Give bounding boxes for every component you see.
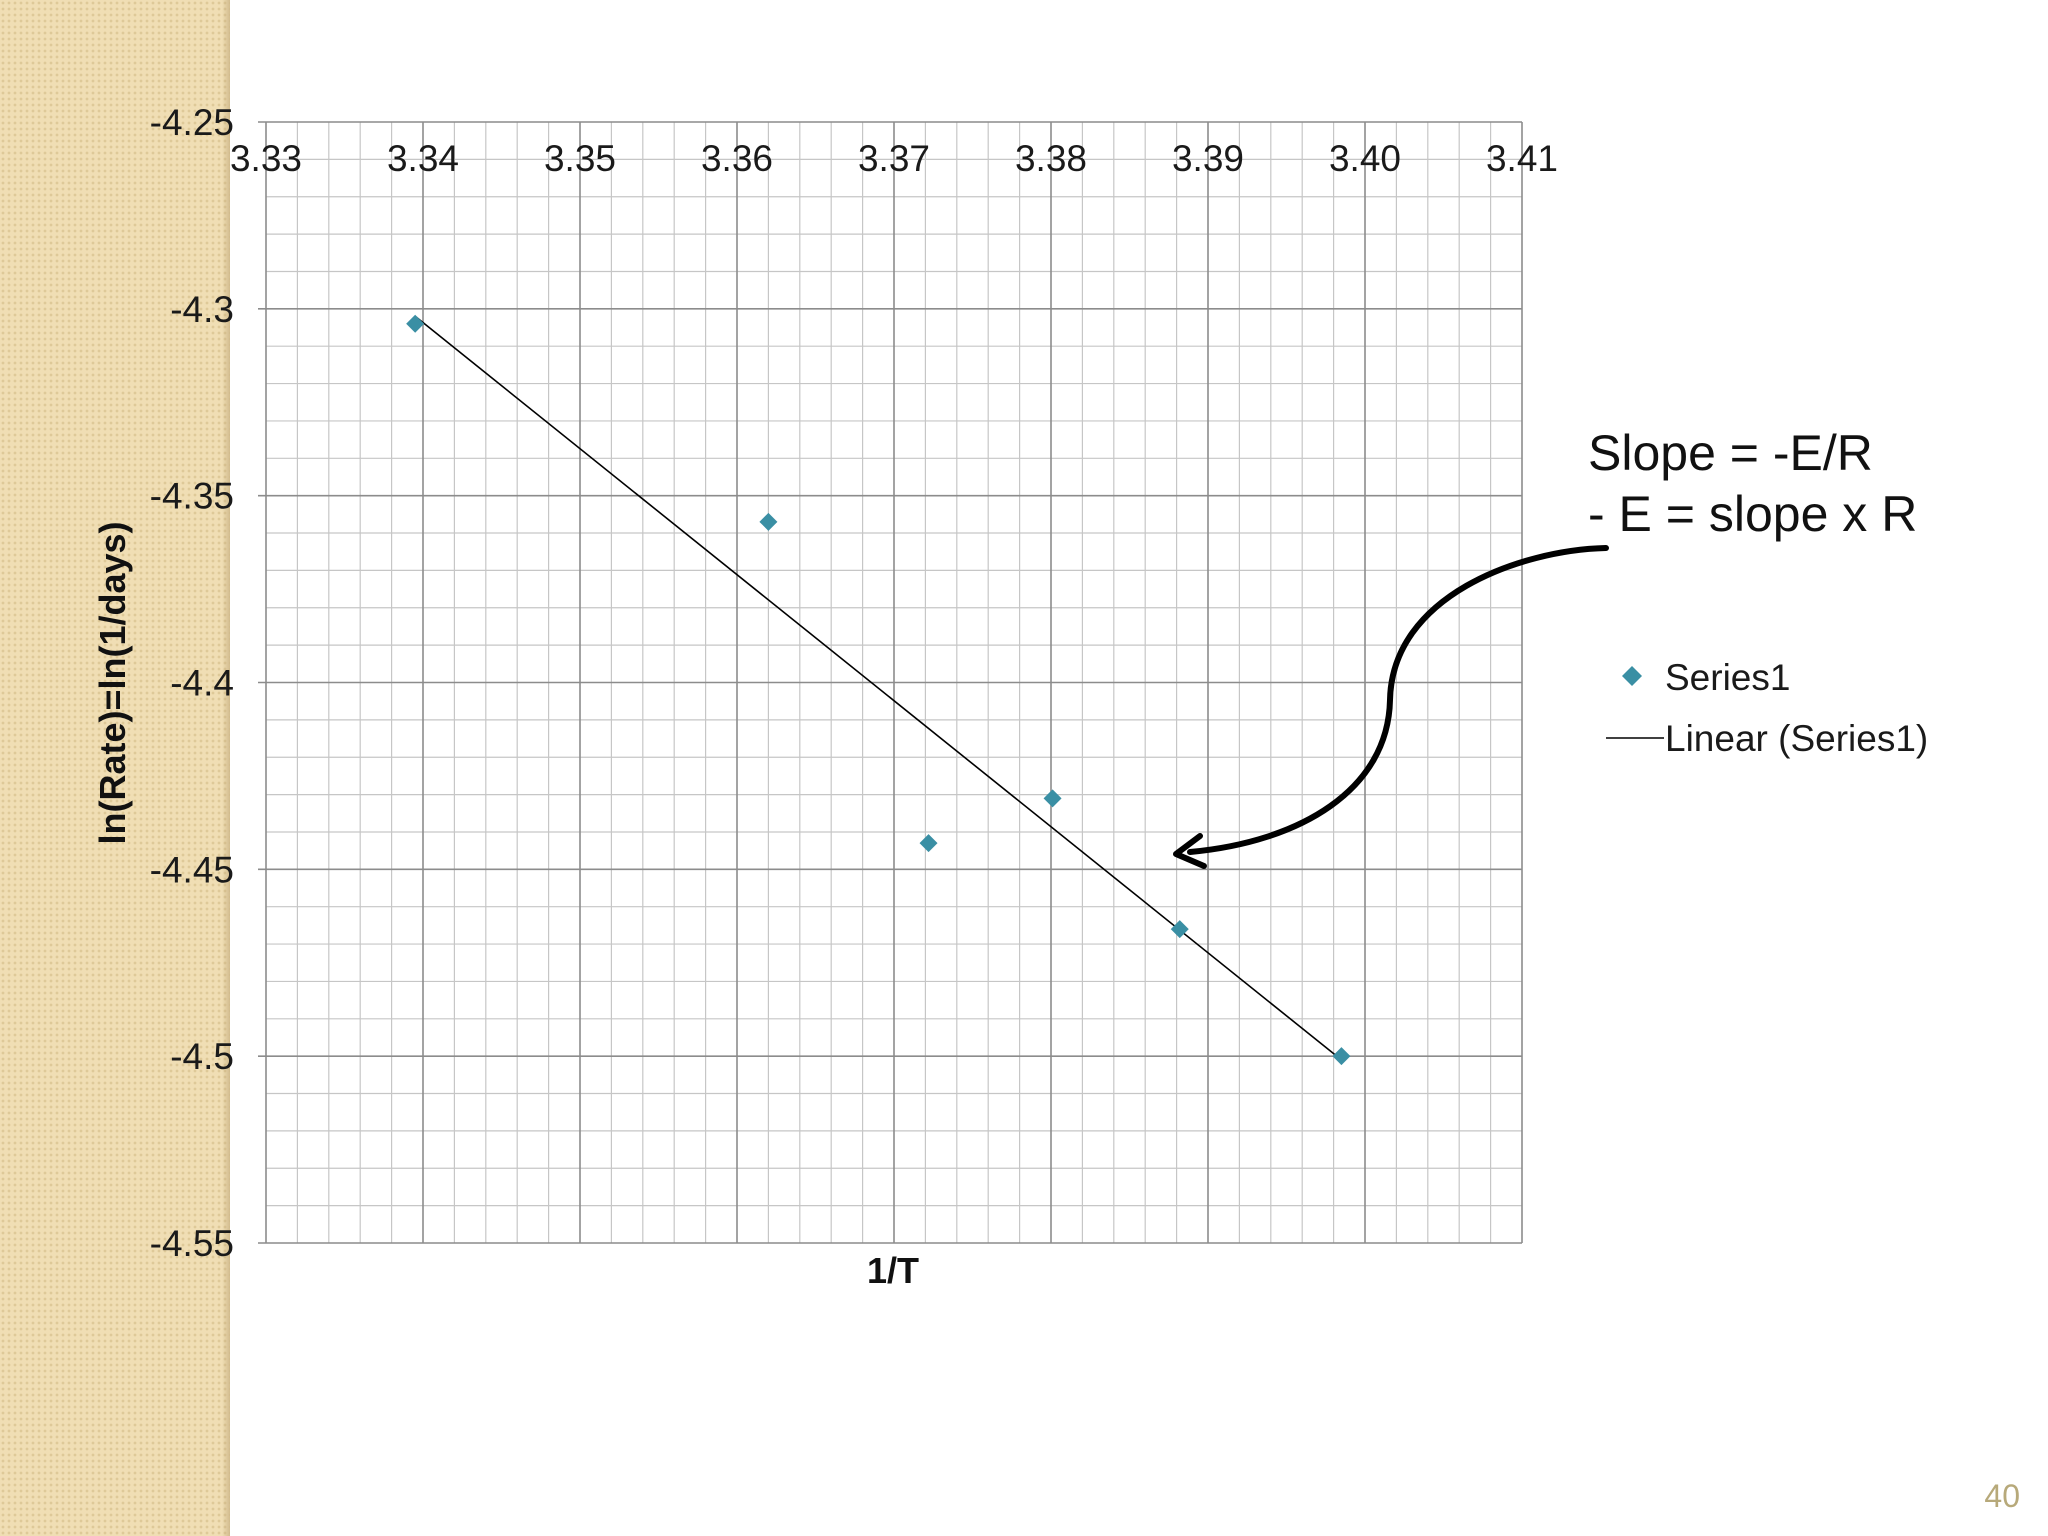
legend-label-series1: Series1	[1665, 657, 1790, 698]
data-point	[1332, 1047, 1351, 1066]
data-point	[919, 834, 938, 853]
data-point	[759, 512, 778, 531]
x-tick-label: 3.39	[1172, 138, 1244, 179]
x-tick-label: 3.35	[544, 138, 616, 179]
x-tick-label: 3.41	[1486, 138, 1558, 179]
y-tick-labels: -4.25 -4.3 -4.35 -4.4 -4.45 -4.5 -4.55	[150, 102, 234, 1264]
x-tick-label: 3.37	[858, 138, 930, 179]
y-tick-label: -4.55	[150, 1223, 234, 1264]
side-band-shadow	[222, 0, 230, 1536]
x-tick-label: 3.40	[1329, 138, 1401, 179]
decorative-side-band	[0, 0, 230, 1536]
slope-annotation: Slope = -E/R - E = slope x R	[1173, 425, 1917, 869]
y-tick-label: -4.45	[150, 849, 234, 890]
data-point	[1043, 789, 1062, 808]
legend-marker-series1	[1622, 666, 1642, 686]
linear-trendline	[414, 315, 1342, 1061]
y-tick-label: -4.25	[150, 102, 234, 143]
x-tick-label: 3.38	[1015, 138, 1087, 179]
x-tick-labels: 3.33 3.34 3.35 3.36 3.37 3.38 3.39 3.40 3.41	[230, 138, 1558, 179]
x-tick-label: 3.36	[701, 138, 773, 179]
data-point	[406, 314, 425, 333]
annotation-line-2: - E = slope x R	[1588, 486, 1917, 542]
major-gridlines	[258, 121, 1523, 1244]
arrowhead-icon	[1173, 833, 1207, 869]
y-tick-label: -4.5	[170, 1036, 234, 1077]
legend: Series1 Linear (Series1)	[1606, 657, 1928, 759]
curved-arrow-icon	[1187, 545, 1609, 855]
x-axis-title: 1/T	[867, 1250, 919, 1291]
y-tick-label: -4.4	[170, 663, 234, 704]
annotation-line-1: Slope = -E/R	[1588, 425, 1873, 481]
data-point	[1170, 920, 1189, 939]
y-tick-label: -4.3	[170, 289, 234, 330]
y-axis-title: ln(Rate)=ln(1/days)	[92, 521, 133, 844]
page-number: 40	[1984, 1478, 2020, 1514]
y-tick-label: -4.35	[150, 476, 234, 517]
series1-points	[406, 314, 1351, 1066]
x-tick-label: 3.33	[230, 138, 302, 179]
x-tick-label: 3.34	[387, 138, 459, 179]
legend-label-trendline: Linear (Series1)	[1665, 718, 1928, 759]
